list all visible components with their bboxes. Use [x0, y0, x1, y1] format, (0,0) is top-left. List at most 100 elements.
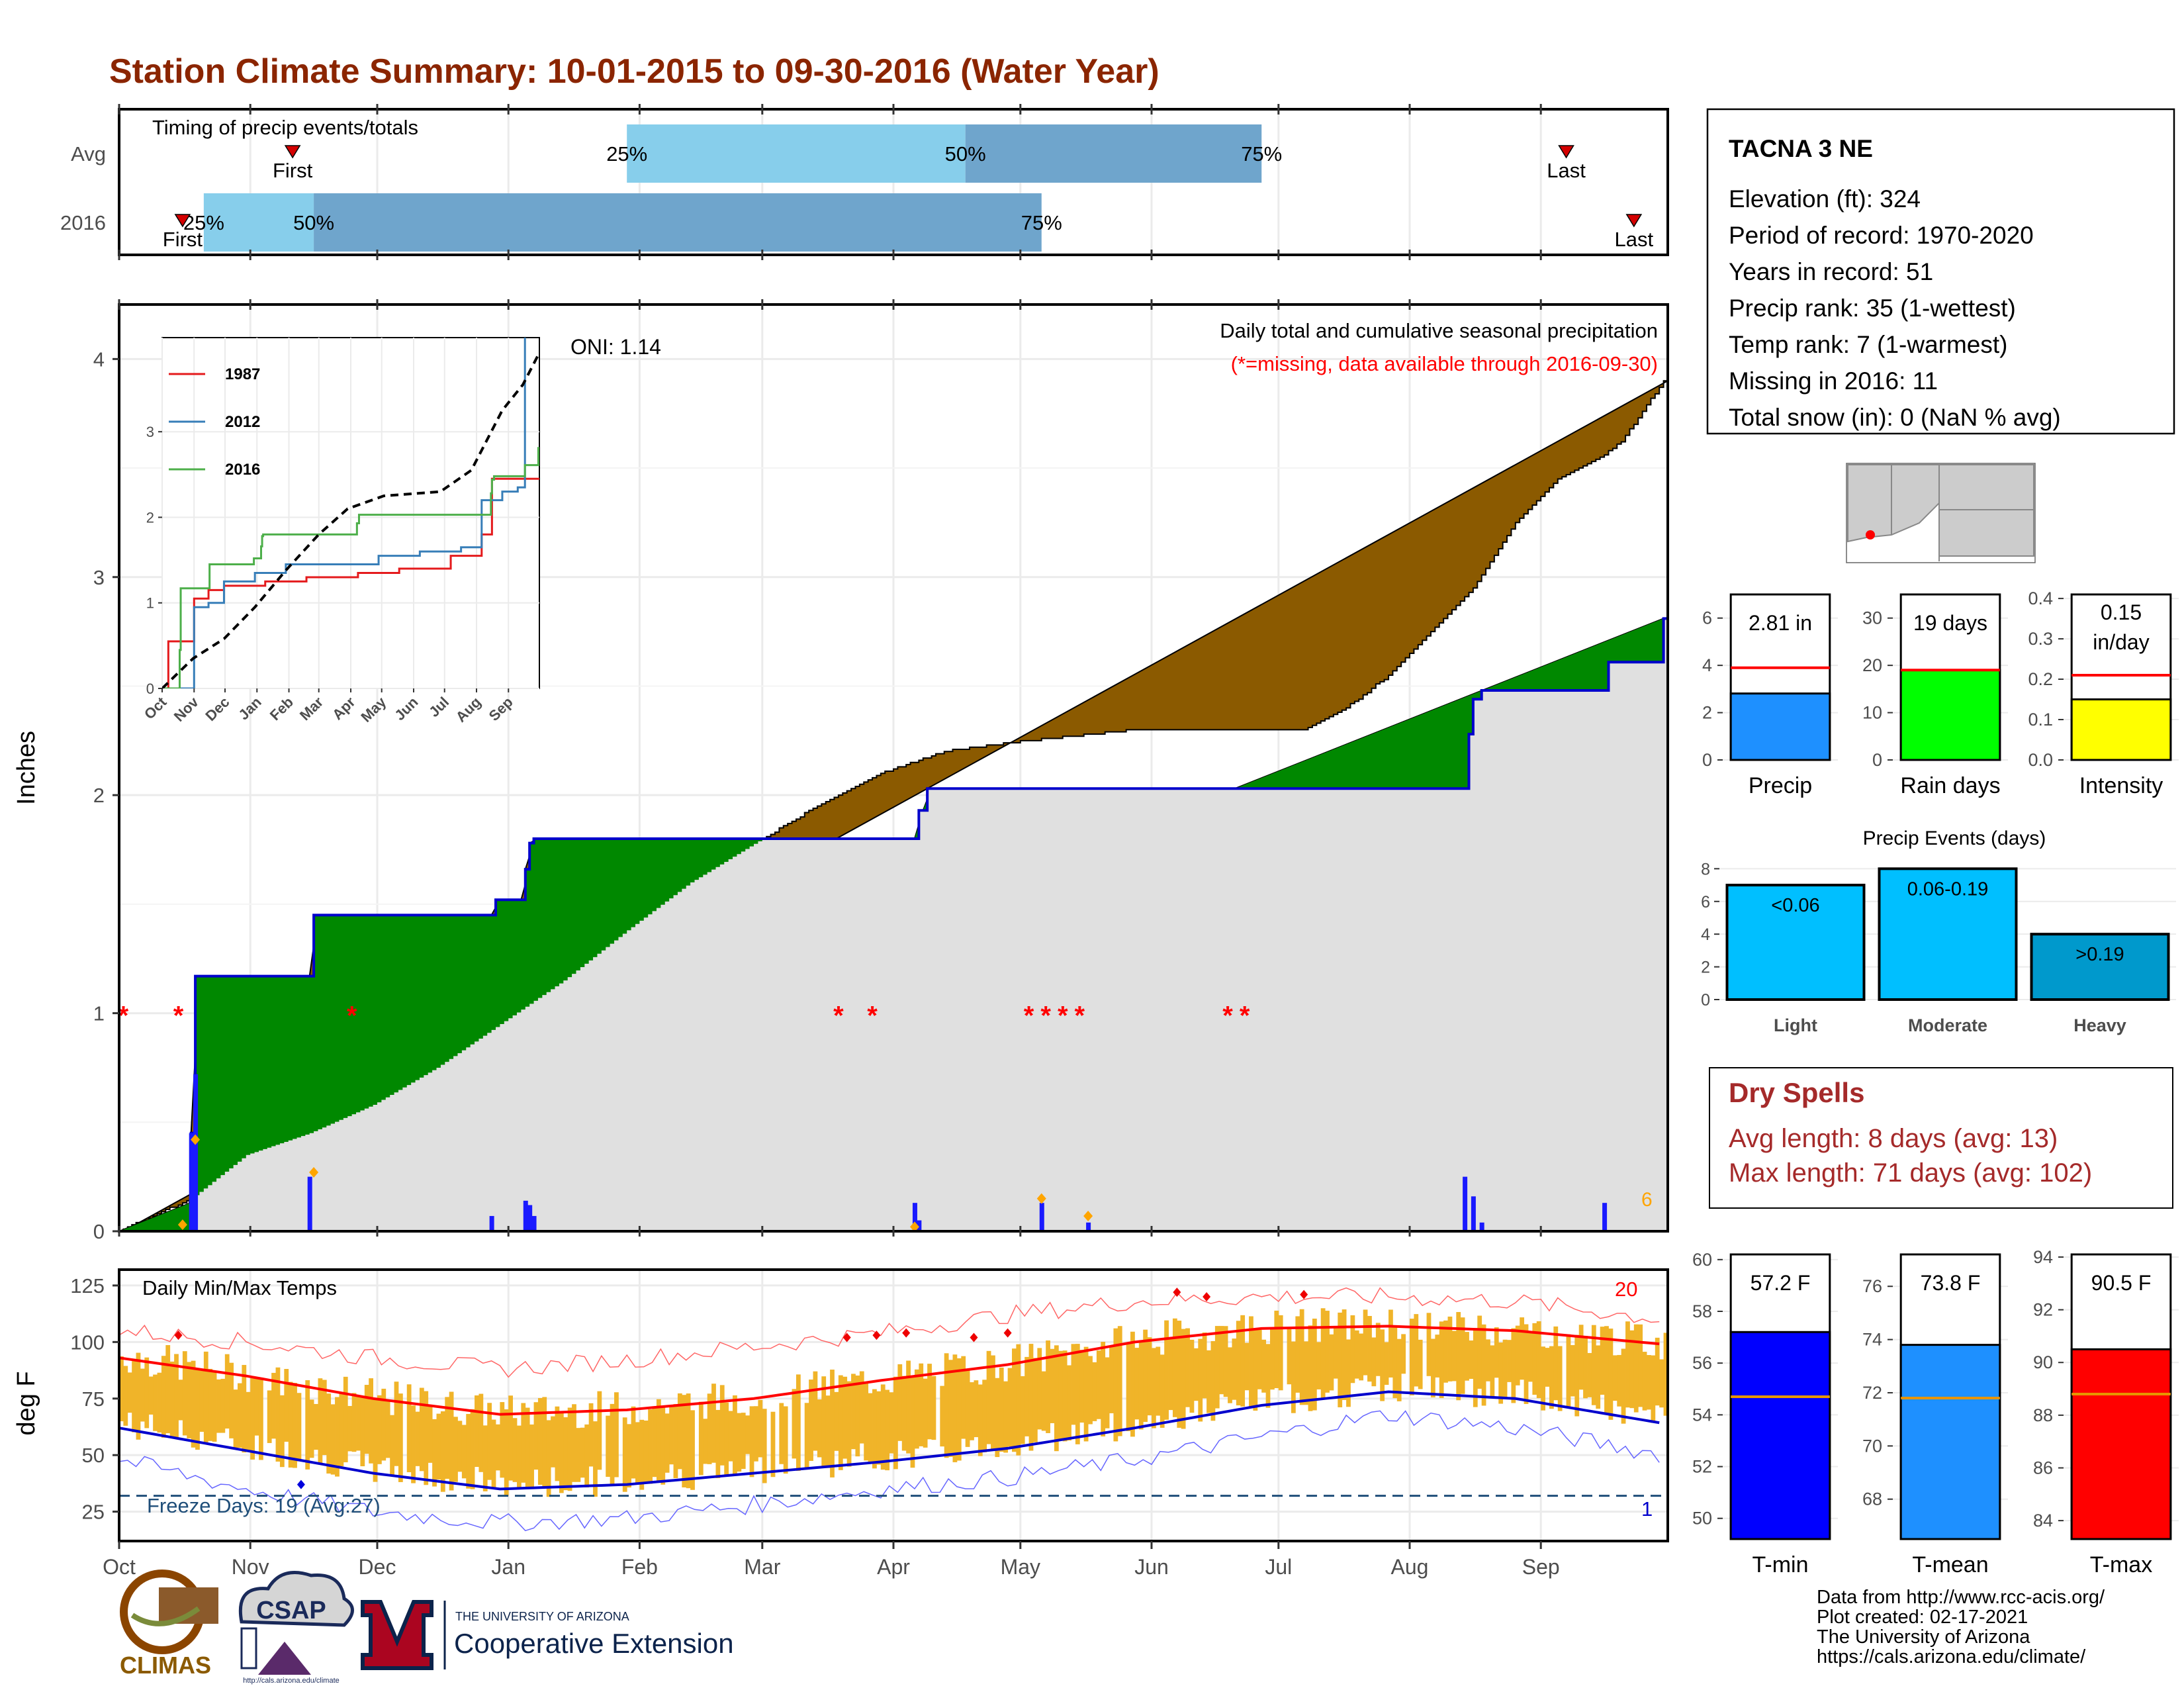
daily-temp-bar [597, 1391, 602, 1470]
daily-temp-bar [1206, 1350, 1211, 1413]
daily-temp-bar [1291, 1341, 1296, 1413]
daily-temp-bar [792, 1389, 797, 1459]
inset-x-tick-label: Dec [202, 694, 232, 724]
daily-temp-bar [686, 1393, 691, 1489]
daily-temp-bar [1612, 1355, 1617, 1401]
daily-precip-bar [1086, 1222, 1091, 1231]
daily-precip-bar [531, 1215, 537, 1231]
daily-temp-bar [1629, 1330, 1635, 1409]
daily-temp-bar [500, 1402, 505, 1478]
daily-temp-bar [1046, 1340, 1050, 1433]
daily-temp-bar [1071, 1344, 1076, 1425]
timing-label-75: 75% [1241, 142, 1282, 165]
daily-temp-bar [952, 1354, 958, 1462]
value-label: 2.81 in [1749, 611, 1812, 635]
daily-temp-bar [1435, 1335, 1440, 1378]
missing-day-marker: * [867, 1002, 878, 1031]
daily-temp-bar [457, 1421, 463, 1472]
avg-daily-diamond [1083, 1210, 1093, 1221]
daily-temp-bar [656, 1399, 661, 1482]
daily-temp-bar [144, 1357, 150, 1429]
daily-temp-bar [275, 1367, 281, 1462]
daily-temp-bar [813, 1371, 818, 1451]
daily-temp-bar [1007, 1368, 1013, 1447]
inset-y-tick-label: 0 [146, 680, 154, 697]
y-tick-label: 50 [1692, 1509, 1712, 1528]
daily-temp-bar [1054, 1345, 1059, 1452]
daily-temp-bar [893, 1376, 898, 1470]
daily-temp-bar [208, 1368, 213, 1441]
daily-temp-bar [555, 1406, 560, 1481]
daily-temp-bar [487, 1403, 492, 1480]
y-tick-label: 84 [2033, 1511, 2053, 1530]
y-tick-label: 70 [1862, 1436, 1882, 1456]
daily-precip-bar [912, 1203, 917, 1231]
month-label: Mar [744, 1555, 780, 1579]
daily-temp-bar [1384, 1342, 1389, 1385]
daily-temp-bar [1604, 1326, 1609, 1414]
small-bar-chart: 84 86 88 90 92 94 90.5 F T-max [2033, 1247, 2179, 1577]
daily-temp-bar [809, 1380, 813, 1461]
daily-temp-bar [906, 1360, 911, 1454]
daily-temp-bar [1249, 1316, 1253, 1407]
daily-temp-bar [758, 1399, 763, 1458]
inset-x-tick-label: May [357, 693, 389, 725]
daily-temp-bar [1354, 1330, 1359, 1379]
daily-temp-bar [1426, 1313, 1432, 1376]
daily-precip-bar [1039, 1203, 1044, 1231]
timing-label-75: 75% [1021, 211, 1062, 234]
footer-line: The University of Arizona [1817, 1626, 2030, 1648]
temp-panel: 25 50 75 100 125 deg F Daily Min/Max Temps F… [13, 1268, 1669, 1579]
daily-temp-bar [1460, 1317, 1465, 1394]
page-title: Station Climate Summary: 10-01-2015 to 0… [109, 52, 1160, 91]
inset-x-tick-label: Oct [141, 693, 170, 722]
timing-row-avg: Avg [71, 142, 106, 165]
y-tick-label: 25 [82, 1501, 105, 1524]
y-tick-label: 88 [2033, 1405, 2053, 1425]
y-tick-label: 0.0 [2028, 750, 2053, 770]
inset-series-line [162, 353, 539, 688]
daily-temp-bar [394, 1382, 399, 1466]
daily-temp-bar [703, 1419, 708, 1464]
daily-temp-bar [770, 1411, 776, 1477]
daily-temp-bar [1257, 1329, 1262, 1389]
value-bar [1729, 1331, 1831, 1540]
daily-temp-bar [182, 1351, 187, 1436]
daily-temp-bar [1168, 1337, 1173, 1411]
daily-temp-bar [1659, 1359, 1664, 1408]
daily-temp-bar [293, 1383, 297, 1468]
daily-temp-bar [1608, 1329, 1614, 1420]
daily-temp-bar [453, 1417, 458, 1482]
daily-temp-bar [216, 1379, 221, 1433]
daily-temp-bar [606, 1415, 611, 1477]
record-high-marker [174, 1331, 183, 1340]
daily-temp-bar [876, 1391, 882, 1465]
daily-temp-bar [174, 1354, 179, 1438]
daily-temp-bar [1333, 1328, 1338, 1379]
value-bar [1729, 692, 1831, 761]
y-tick-label: 72 [1862, 1383, 1882, 1403]
daily-temp-bar [851, 1374, 856, 1450]
daily-temp-bar [762, 1409, 767, 1483]
daily-temp-bar [1223, 1326, 1228, 1397]
y-tick-label: 4 [1701, 925, 1710, 944]
daily-temp-bar [622, 1417, 627, 1492]
daily-temp-bar [1193, 1348, 1199, 1401]
value-label: 73.8 F [1921, 1271, 1981, 1295]
daily-temp-bar [1210, 1340, 1216, 1421]
daily-temp-bar [533, 1402, 539, 1470]
event-bar-label: <0.06 [1771, 895, 1819, 916]
missing-day-marker: * [1075, 1002, 1085, 1031]
daily-temp-bar [1189, 1339, 1195, 1413]
missing-day-marker: * [1024, 1002, 1034, 1031]
daily-temp-bar [974, 1380, 979, 1438]
dry-spells-title: Dry Spells [1729, 1077, 1864, 1108]
event-bar-label: 0.06-0.19 [1907, 878, 1989, 900]
inset-lines [162, 338, 539, 688]
y-tick-label: 2 [1701, 959, 1710, 977]
daily-temp-bar [1003, 1381, 1009, 1453]
daily-temp-bar [584, 1424, 590, 1488]
daily-temp-bar [643, 1420, 649, 1484]
missing-day-marker: * [118, 1002, 129, 1031]
y-tick-label: 0 [93, 1220, 105, 1243]
